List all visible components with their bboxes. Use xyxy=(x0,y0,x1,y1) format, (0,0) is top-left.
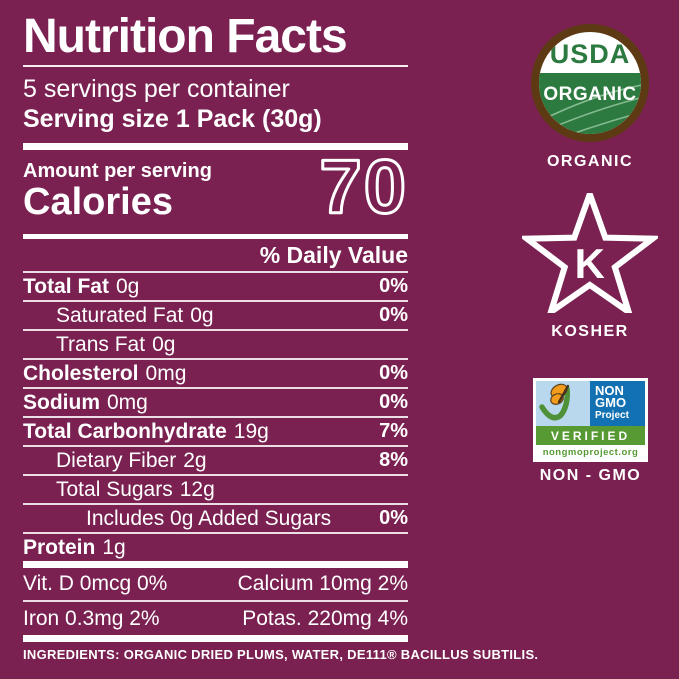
serving-size: Serving size 1 Pack (30g) xyxy=(23,105,322,133)
iron-value: Iron 0.3mg 2% xyxy=(23,606,160,630)
micronutrient-row-2: Iron 0.3mg 2% Potas. 220mg 4% xyxy=(23,602,408,635)
ingredients-line: INGREDIENTS: ORGANIC DRIED PLUMS, WATER, … xyxy=(23,647,538,663)
usda-organic-badge: USDA ORGANIC ORGANIC xyxy=(528,23,652,171)
vitamin-d-value: Vit. D 0mcg 0% xyxy=(23,572,168,595)
nutrient-row-total-fat: Total Fat 0g 0% xyxy=(23,273,408,302)
nutrient-amount: 0mg xyxy=(145,361,187,385)
organic-caption: ORGANIC xyxy=(546,153,634,170)
non-gmo-line2: GMO xyxy=(595,395,627,410)
non-gmo-line3: Project xyxy=(595,410,629,421)
non-gmo-url: nongmoproject.org xyxy=(536,445,645,459)
nutrient-amount: 0g xyxy=(115,274,140,298)
kosher-star-icon: K xyxy=(518,185,662,320)
calories-label: Calories xyxy=(23,181,173,223)
thick-divider xyxy=(23,561,408,568)
nutrient-name: Cholesterol xyxy=(23,361,139,385)
nutrient-row-protein: Protein 1g xyxy=(23,534,408,561)
title-divider xyxy=(23,65,408,67)
nutrient-name: Total Sugars xyxy=(56,477,173,501)
nutrient-name: Trans Fat xyxy=(56,332,146,356)
usda-organic-seal-icon: USDA ORGANIC xyxy=(531,24,649,142)
nutrient-dv: 7% xyxy=(379,420,408,442)
nutrient-amount: 19g xyxy=(233,419,269,443)
nutrient-name: Total Carbonhydrate xyxy=(23,419,227,443)
nutrient-name: Total Fat xyxy=(23,274,109,298)
nutrition-facts-panel: Nutrition Facts 5 servings per container… xyxy=(23,10,538,663)
nutrient-row-trans-fat: Trans Fat 0g xyxy=(23,331,408,360)
butterfly-icon xyxy=(536,381,590,426)
nutrient-dv: 0% xyxy=(379,304,408,326)
nutrient-dv: 0% xyxy=(379,507,408,529)
nutrient-dv: 8% xyxy=(379,449,408,471)
non-gmo-line1: NON xyxy=(595,383,624,398)
nutrient-name: Dietary Fiber xyxy=(56,448,177,472)
ingredients-text: ORGANIC DRIED PLUMS, WATER, DE111® BACIL… xyxy=(123,647,539,662)
nutrient-row-total-carbohydrate: Total Carbonhydrate 19g 7% xyxy=(23,418,408,447)
nutrient-amount: 0g xyxy=(190,303,214,327)
nutrient-amount: 1g xyxy=(102,535,126,559)
calories-value-outline: 70 xyxy=(318,152,408,222)
nutrient-amount: 2g xyxy=(183,448,207,472)
usda-seal-text: USDA xyxy=(550,39,631,69)
usda-seal-organic-text: ORGANIC xyxy=(543,84,636,105)
nutrient-row-added-sugars: Includes 0g Added Sugars 0% xyxy=(23,505,408,534)
daily-value-header: % Daily Value xyxy=(23,239,408,273)
amount-per-serving-label: Amount per serving xyxy=(23,160,212,182)
non-gmo-caption: NON - GMO xyxy=(539,467,642,484)
medium-divider xyxy=(23,234,408,239)
thick-divider xyxy=(23,143,408,150)
nutrient-row-saturated-fat: Saturated Fat 0g 0% xyxy=(23,302,408,331)
non-gmo-badge: NON GMO Project VERIFIED nongmoproject.o… xyxy=(533,378,648,485)
kosher-caption: KOSHER xyxy=(551,323,629,340)
nutrient-name: Includes 0g Added Sugars xyxy=(86,506,332,530)
nutrient-amount: 12g xyxy=(179,477,215,501)
nutrient-dv: 0% xyxy=(379,362,408,384)
micronutrient-row-1: Vit. D 0mcg 0% Calcium 10mg 2% xyxy=(23,568,408,602)
verified-band: VERIFIED xyxy=(536,426,645,445)
nutrient-row-cholesterol: Cholesterol 0mg 0% xyxy=(23,360,408,389)
nutrient-name: Sodium xyxy=(23,390,100,414)
calories-block: Amount per serving Calories 70 xyxy=(23,150,408,234)
nutrient-name: Saturated Fat xyxy=(56,303,184,327)
calories-value: 70 xyxy=(319,152,408,222)
ingredients-label: INGREDIENTS: xyxy=(23,647,120,662)
calcium-value: Calcium 10mg 2% xyxy=(237,572,408,595)
nutrient-amount: 0mg xyxy=(107,390,148,414)
kosher-k-letter: K xyxy=(575,240,605,287)
nutrient-dv: 0% xyxy=(379,275,408,297)
nutrient-row-dietary-fiber: Dietary Fiber 2g 8% xyxy=(23,447,408,476)
nutrient-amount: 0g xyxy=(152,332,176,356)
nutrient-row-total-sugars: Total Sugars 12g xyxy=(23,476,408,505)
thick-divider xyxy=(23,635,408,642)
nutrient-name: Protein xyxy=(23,535,96,559)
kosher-badge: K KOSHER xyxy=(518,185,662,341)
servings-per-container: 5 servings per container xyxy=(23,75,290,103)
potassium-value: Potas. 220mg 4% xyxy=(242,606,408,630)
panel-title: Nutrition Facts xyxy=(23,10,348,63)
nutrient-dv: 0% xyxy=(379,391,408,413)
non-gmo-verified-seal: NON GMO Project VERIFIED nongmoproject.o… xyxy=(533,378,648,462)
nutrient-row-sodium: Sodium 0mg 0% xyxy=(23,389,408,418)
